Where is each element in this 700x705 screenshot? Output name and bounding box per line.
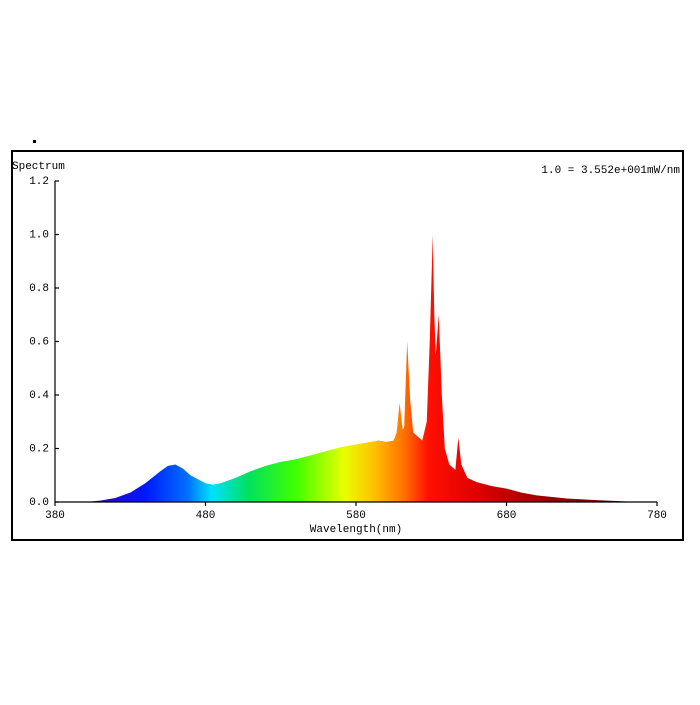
frame — [11, 150, 684, 541]
x-tick-label: 680 — [497, 510, 517, 522]
y-tick-label: 0.6 — [29, 336, 49, 348]
chart-title: Spectrum — [12, 161, 65, 173]
y-tick-label: 0.4 — [29, 390, 49, 402]
x-tick-label: 380 — [45, 510, 65, 522]
y-tick-label: 0.2 — [29, 443, 49, 455]
x-tick-label: 580 — [346, 510, 366, 522]
x-axis-label: Wavelength(nm) — [310, 524, 402, 536]
dot — [33, 140, 36, 143]
y-tick-label: 0.0 — [29, 497, 49, 509]
x-tick-label: 780 — [647, 510, 667, 522]
x-tick-label: 480 — [196, 510, 216, 522]
annotation: 1.0 = 3.552e+001mW/nm — [541, 165, 680, 177]
y-tick-label: 1.0 — [29, 229, 49, 241]
y-tick-label: 1.2 — [29, 176, 49, 188]
y-tick-label: 0.8 — [29, 283, 49, 295]
spectrum-area — [85, 234, 642, 502]
